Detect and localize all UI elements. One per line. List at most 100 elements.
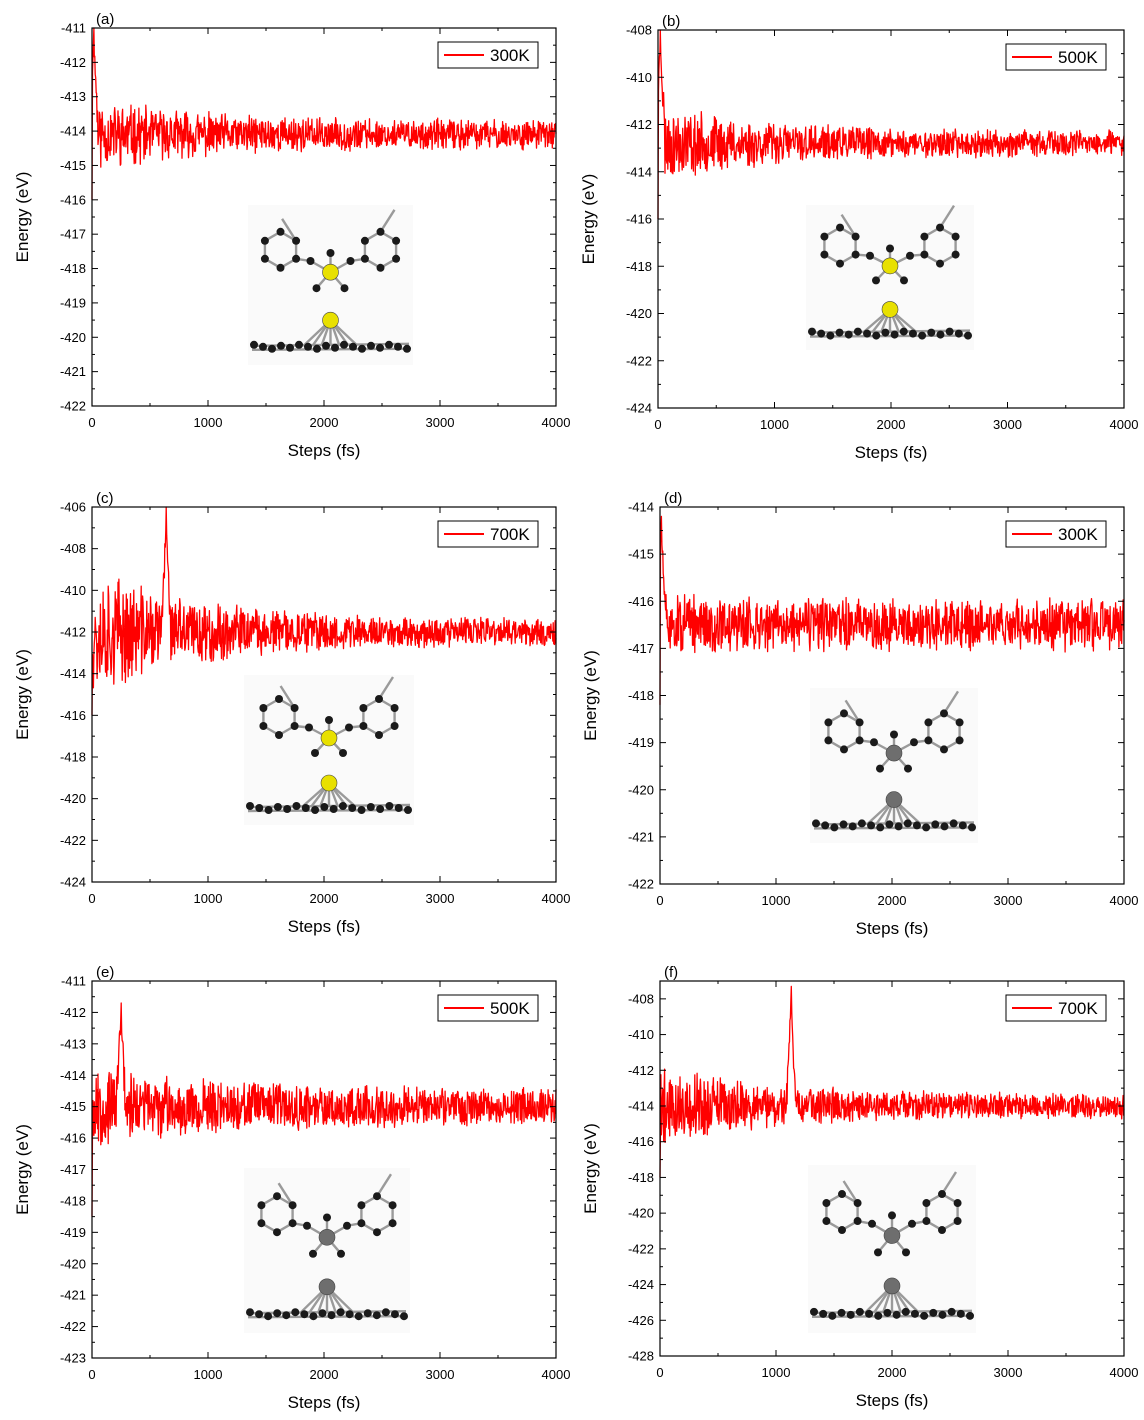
carbon-atom	[259, 704, 268, 712]
metal-atom	[320, 729, 338, 747]
carbon-atom	[835, 328, 844, 337]
carbon-atom	[938, 1226, 946, 1235]
y-tick-label: -416	[626, 212, 652, 227]
inset-bond	[938, 204, 956, 229]
y-tick-label: -414	[60, 124, 86, 139]
y-tick-label: -414	[626, 164, 652, 179]
y-tick-label: -421	[628, 829, 654, 844]
carbon-atom	[836, 259, 844, 268]
y-tick-label: -414	[60, 666, 86, 681]
y-axis-title: Energy (eV)	[13, 172, 32, 263]
carbon-atom	[291, 1308, 300, 1317]
series-line	[659, 515, 1125, 705]
y-tick-label: -410	[628, 1027, 654, 1042]
inset-bond	[277, 1182, 294, 1206]
y-tick-label: -408	[628, 991, 654, 1006]
carbon-atom	[366, 803, 375, 811]
x-tick-label: 3000	[426, 415, 455, 430]
carbon-atom	[385, 802, 394, 810]
y-tick-label: -422	[628, 1241, 654, 1256]
x-tick-label: 2000	[310, 415, 339, 430]
series-line	[657, 29, 1125, 220]
carbon-atom	[400, 1312, 408, 1321]
x-tick-label: 1000	[194, 1367, 223, 1382]
adatom	[881, 301, 899, 318]
carbon-atom	[255, 1310, 264, 1319]
carbon-atom	[955, 718, 964, 727]
y-axis-title: Energy (eV)	[581, 650, 600, 741]
inset-bond	[842, 1180, 859, 1204]
y-tick-label: -417	[60, 227, 86, 242]
carbon-atom	[840, 709, 848, 718]
x-tick-label: 0	[88, 1367, 95, 1382]
carbon-atom	[872, 276, 880, 285]
legend-label: 300K	[1058, 525, 1098, 544]
carbon-atom	[260, 254, 269, 263]
carbon-atom	[865, 1309, 874, 1318]
carbon-atom	[327, 1311, 336, 1320]
carbon-atom	[822, 1199, 831, 1208]
carbon-atom	[276, 263, 285, 272]
x-tick-label: 4000	[1110, 417, 1139, 432]
carbon-atom	[821, 821, 830, 830]
carbon-atom	[313, 344, 321, 353]
carbon-atom	[363, 1309, 372, 1318]
y-axis-title: Energy (eV)	[13, 649, 32, 740]
chart-panel: 0 1000 2000 3000 4000 -424 -422 -420 -418 -416 -41…	[579, 13, 1138, 462]
x-tick-label: 1000	[760, 417, 789, 432]
legend-label: 300K	[490, 46, 530, 65]
molecule-inset	[244, 1168, 410, 1333]
x-axis-title: Steps (fs)	[288, 1393, 361, 1412]
carbon-atom	[358, 344, 366, 353]
carbon-atom	[890, 730, 898, 739]
inset-atoms	[246, 1192, 408, 1321]
carbon-atom	[820, 232, 829, 241]
carbon-atom	[390, 1310, 399, 1319]
y-tick-label: -420	[626, 306, 652, 321]
carbon-atom	[964, 331, 972, 340]
carbon-atom	[868, 1219, 876, 1228]
carbon-atom	[940, 745, 948, 754]
y-tick-label: -408	[60, 541, 86, 556]
carbon-atom	[920, 232, 929, 241]
carbon-atom	[894, 822, 903, 831]
x-tick-label: 0	[88, 891, 95, 906]
y-tick-label: -416	[60, 1131, 86, 1146]
carbon-atom	[309, 1249, 317, 1258]
y-tick-label: -422	[60, 1319, 86, 1334]
carbon-atom	[394, 342, 402, 351]
carbon-atom	[867, 821, 876, 830]
x-axis-title: Steps (fs)	[856, 1391, 929, 1410]
carbon-atom	[381, 1308, 390, 1317]
carbon-atom	[373, 1228, 381, 1237]
carbon-atom	[954, 329, 963, 338]
carbon-atom	[273, 1309, 282, 1318]
panel-label: (e)	[96, 964, 114, 981]
carbon-atom	[922, 823, 931, 832]
carbon-atom	[273, 1228, 281, 1237]
y-tick-label: -417	[60, 1162, 86, 1177]
x-axis-title: Steps (fs)	[855, 443, 928, 462]
carbon-atom	[836, 223, 844, 232]
carbon-atom	[820, 250, 829, 259]
carbon-atom	[331, 343, 339, 352]
legend: 500K	[437, 994, 539, 1022]
carbon-atom	[376, 343, 384, 352]
inset-atoms	[246, 695, 412, 814]
carbon-atom	[346, 257, 355, 265]
y-tick-label: -417	[628, 641, 654, 656]
legend-label: 500K	[1058, 48, 1098, 67]
carbon-atom	[855, 736, 864, 745]
inset-bond	[379, 209, 396, 233]
y-tick-label: -416	[60, 192, 86, 207]
carbon-atom	[886, 244, 894, 253]
carbon-atom	[953, 1217, 962, 1226]
carbon-atom	[839, 820, 848, 829]
carbon-atom	[325, 716, 333, 724]
x-tick-label: 2000	[877, 417, 906, 432]
carbon-atom	[883, 1308, 892, 1317]
carbon-atom	[853, 1199, 862, 1208]
legend-label: 500K	[490, 999, 530, 1018]
x-tick-label: 1000	[194, 415, 223, 430]
y-tick-label: -420	[628, 782, 654, 797]
